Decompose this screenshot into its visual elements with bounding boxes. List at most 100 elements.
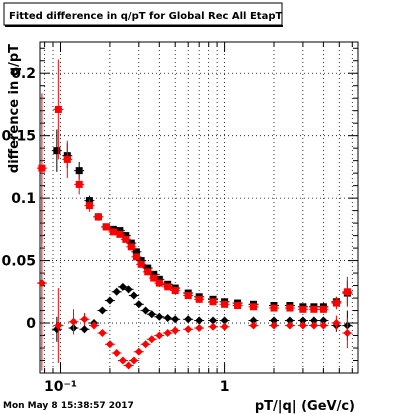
data-point — [194, 295, 205, 303]
data-point — [284, 321, 295, 330]
data-point — [68, 309, 79, 335]
diamond-marker — [80, 325, 89, 334]
square-marker — [132, 248, 140, 256]
diamond-marker — [319, 321, 328, 330]
data-point — [123, 285, 134, 294]
data-point — [170, 315, 181, 324]
diamond-marker — [129, 356, 138, 365]
data-point — [97, 329, 108, 338]
diamond-marker — [155, 312, 164, 321]
data-point — [342, 276, 353, 307]
diamond-marker — [270, 321, 279, 330]
square-marker — [38, 164, 46, 172]
diamond-marker — [134, 300, 143, 309]
diamond-marker — [124, 361, 133, 370]
data-point — [248, 321, 259, 330]
data-point — [131, 253, 142, 261]
diamond-marker — [309, 316, 318, 325]
timestamp: Mon May 8 15:38:57 2017 — [3, 401, 134, 411]
data-point — [162, 314, 173, 323]
x-axis-label: pT/|q| (GeV/c) — [255, 399, 355, 414]
data-point — [133, 300, 144, 309]
diamond-marker — [124, 285, 133, 294]
data-point — [146, 310, 157, 319]
diamond-marker — [319, 316, 328, 325]
diamond-marker — [37, 279, 46, 288]
data-point — [128, 356, 139, 365]
data-point — [104, 340, 115, 349]
square-marker — [109, 228, 117, 236]
square-marker — [122, 232, 130, 240]
diamond-marker — [163, 314, 172, 323]
diamond-marker — [195, 324, 204, 333]
diamond-marker — [309, 321, 318, 330]
data-point — [53, 288, 64, 364]
square-marker — [85, 202, 93, 210]
data-point — [318, 305, 329, 314]
data-point — [318, 321, 329, 330]
square-marker — [155, 275, 163, 283]
x-tick-label: 10⁻¹ — [44, 379, 77, 395]
data-point — [140, 340, 151, 349]
data-point — [88, 321, 99, 330]
diamond-marker — [298, 316, 307, 325]
data-point — [208, 316, 219, 325]
data-point — [74, 174, 85, 195]
data-point — [104, 296, 115, 305]
diamond-marker — [343, 329, 352, 338]
diamond-marker — [249, 321, 258, 330]
data-point — [36, 195, 47, 371]
data-point — [183, 315, 194, 324]
diamond-marker — [147, 310, 156, 319]
square-marker — [137, 260, 145, 268]
data-point — [269, 321, 280, 330]
square-marker — [127, 239, 135, 247]
square-marker — [116, 230, 124, 238]
data-point — [162, 329, 173, 338]
data-point — [117, 356, 128, 365]
data-point — [308, 305, 319, 313]
data-marks — [36, 59, 353, 371]
data-point — [331, 315, 342, 331]
data-point — [120, 235, 131, 243]
square-marker — [270, 304, 278, 312]
data-point — [232, 302, 243, 310]
square-marker — [53, 147, 61, 155]
series-4 — [36, 195, 353, 371]
square-marker — [122, 235, 130, 243]
square-marker — [332, 299, 340, 307]
diamond-marker — [105, 296, 114, 305]
square-marker — [184, 292, 192, 300]
square-marker — [144, 268, 152, 276]
square-marker — [75, 167, 83, 175]
data-point — [183, 292, 194, 300]
diamond-marker — [285, 316, 294, 325]
diamond-marker — [80, 315, 89, 324]
diamond-marker — [155, 331, 164, 340]
data-point — [142, 268, 153, 276]
diamond-marker — [69, 317, 78, 326]
data-point — [308, 316, 319, 325]
y-tick-label: 0 — [26, 316, 36, 332]
square-marker — [102, 223, 110, 231]
diamond-marker — [134, 347, 143, 356]
diamond-marker — [285, 321, 294, 330]
data-point — [297, 305, 308, 313]
square-marker — [137, 257, 145, 265]
diamond-marker — [141, 306, 150, 315]
y-tick-label: 0.05 — [1, 254, 36, 270]
data-point — [208, 322, 219, 331]
square-marker — [75, 180, 83, 188]
square-marker — [299, 305, 307, 313]
data-point — [146, 335, 157, 344]
square-marker — [249, 303, 257, 311]
diamond-marker — [112, 349, 121, 358]
square-marker — [150, 274, 158, 282]
data-point — [308, 321, 319, 330]
diamond-marker — [220, 316, 229, 325]
diamond-marker — [298, 321, 307, 330]
data-point — [219, 322, 230, 331]
data-point — [111, 349, 122, 358]
diamond-marker — [54, 321, 63, 330]
